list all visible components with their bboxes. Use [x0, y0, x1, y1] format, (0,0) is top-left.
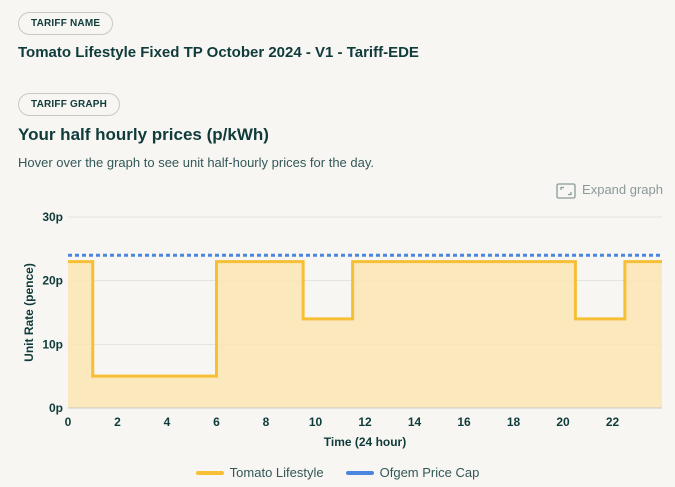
y-tick-label: 0p: [49, 401, 63, 415]
x-tick-label: 0: [65, 415, 72, 429]
legend-swatch-price-cap: [345, 470, 374, 475]
legend-swatch-tomato: [195, 470, 224, 475]
tariff-line: [68, 260, 662, 378]
expand-icon: [556, 182, 576, 199]
y-axis-title: Unit Rate (pence): [22, 263, 36, 362]
x-tick-label: 12: [358, 415, 372, 429]
y-tick-label: 20p: [42, 274, 63, 288]
legend-item-price-cap[interactable]: Ofgem Price Cap: [345, 465, 480, 480]
x-tick-label: 20: [556, 415, 570, 429]
expand-graph-button[interactable]: Expand graph: [556, 182, 663, 199]
y-tick-label: 30p: [42, 210, 63, 224]
x-tick-label: 2: [114, 415, 121, 429]
graph-title: Your half hourly prices (p/kWh): [18, 125, 269, 144]
legend-item-tomato[interactable]: Tomato Lifestyle: [195, 465, 324, 480]
legend-label-tomato: Tomato Lifestyle: [229, 465, 324, 480]
graph-description: Hover over the graph to see unit half-ho…: [18, 155, 375, 170]
expand-label: Expand graph: [582, 182, 663, 197]
x-tick-label: 18: [507, 415, 521, 429]
x-tick-label: 6: [213, 415, 220, 429]
x-tick-label: 10: [309, 415, 323, 429]
tariff-chart[interactable]: 0p 10p 20p 30p 0 2 4 6 8 10 12 14 16 18 20 22 Time (24 h…: [0, 205, 675, 460]
legend-label-price-cap: Ofgem Price Cap: [379, 465, 480, 480]
x-tick-label: 8: [263, 415, 270, 429]
x-tick-label: 4: [164, 415, 171, 429]
x-tick-label: 14: [408, 415, 422, 429]
y-tick-label: 10p: [42, 337, 63, 351]
x-tick-label: 22: [606, 415, 620, 429]
tariff-area: [68, 261, 662, 408]
chart-legend: Tomato Lifestyle Ofgem Price Cap: [0, 465, 675, 480]
tariff-graph-pill: TARIFF GRAPH: [18, 93, 121, 116]
x-axis-title: Time (24 hour): [324, 435, 406, 449]
x-tick-label: 16: [457, 415, 471, 429]
tariff-name: Tomato Lifestyle Fixed TP October 2024 -…: [18, 44, 419, 61]
tariff-name-pill: TARIFF NAME: [18, 12, 114, 35]
